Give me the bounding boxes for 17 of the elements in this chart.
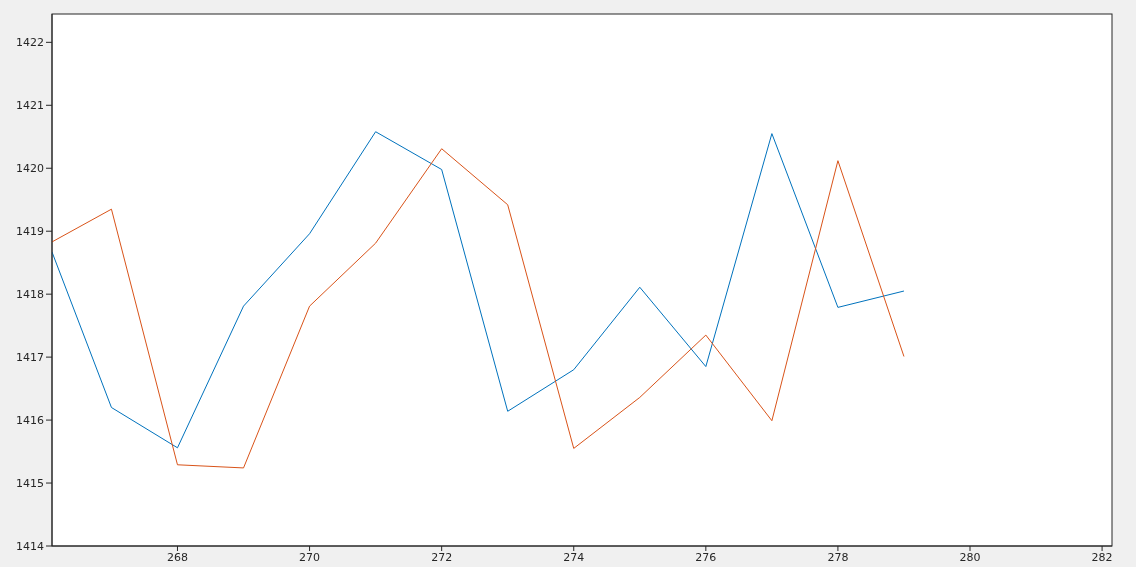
y-tick-label: 1418	[16, 288, 44, 302]
y-tick-label: 1415	[16, 476, 44, 490]
x-tick-label: 272	[431, 550, 453, 564]
x-tick-label: 268	[166, 550, 188, 564]
y-tick-label: 1421	[16, 99, 44, 113]
y-tick-label: 1417	[16, 351, 44, 365]
x-tick-label: 270	[299, 550, 321, 564]
y-tick-label: 1419	[16, 225, 44, 239]
x-tick-label: 278	[827, 550, 849, 564]
y-tick-label: 1416	[16, 413, 44, 427]
y-tick-label: 1414	[16, 539, 44, 553]
x-tick-label: 274	[563, 550, 585, 564]
y-tick-label: 1422	[16, 36, 44, 50]
x-tick-label: 280	[959, 550, 981, 564]
x-tick-label: 276	[695, 550, 717, 564]
x-tick-label: 282	[1091, 550, 1113, 564]
y-tick-label: 1420	[16, 162, 44, 176]
